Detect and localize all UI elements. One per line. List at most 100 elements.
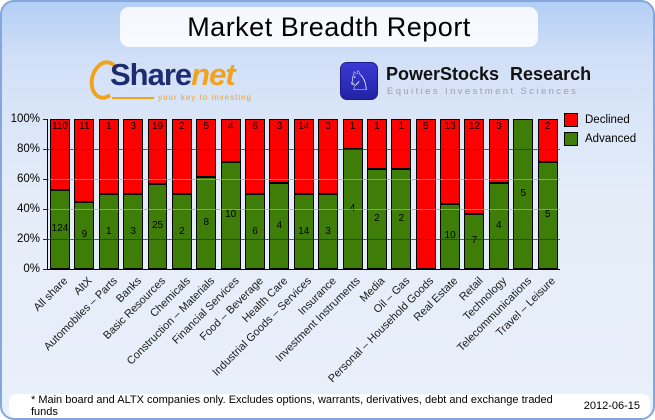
- y-axis-tick: [43, 269, 47, 270]
- bar-declined-segment: 1: [366, 119, 387, 169]
- bar-declined-segment: 3: [123, 119, 144, 194]
- y-axis-label: 20%: [16, 233, 40, 245]
- y-axis-tick: [43, 209, 47, 210]
- advanced-count: 10: [444, 230, 456, 242]
- declined-count: 2: [544, 121, 551, 132]
- advanced-count: 4: [349, 203, 356, 214]
- advanced-count: 2: [179, 225, 185, 237]
- declined-count: 3: [276, 121, 283, 132]
- bar-advanced-segment: 7: [464, 213, 485, 269]
- bar-advanced-segment: 4: [269, 183, 290, 269]
- bar-declined-segment: 3: [269, 119, 290, 184]
- declined-count: 5: [422, 121, 429, 132]
- bar-telecommunications: 5: [513, 119, 534, 269]
- sharenet-logo: Sharenet your key to investing: [85, 56, 270, 107]
- bar-advanced-segment: 10: [220, 161, 241, 269]
- footer-panel: * Main board and ALTX companies only. Ex…: [9, 394, 650, 418]
- bar-retail: 12 7: [464, 119, 485, 269]
- plot-area: 110 124 11 9 1 1 3 3 19 25 2 2 5 8 4 10 6 6 3 4 14 14 3 3 1 4 1 2 1 2…: [43, 119, 560, 270]
- declined-count: 3: [130, 121, 136, 132]
- page-title: Market Breadth Report: [187, 11, 471, 42]
- declined-count: 6: [252, 121, 258, 132]
- sharenet-logo-text-net: net: [191, 57, 235, 92]
- declined-count: 1: [349, 121, 356, 132]
- bar-advanced-segment: 4: [342, 149, 363, 269]
- bar-advanced-segment: 2: [366, 168, 387, 269]
- declined-count: 11: [79, 121, 90, 132]
- bar-basic-resources: 19 25: [147, 119, 168, 269]
- advanced-count: 124: [51, 223, 69, 235]
- legend-swatch: [564, 132, 578, 146]
- declined-count: 14: [298, 121, 310, 132]
- advanced-count: 1: [105, 225, 112, 237]
- bar-industrial-goods-services: 14 14: [293, 119, 314, 269]
- advanced-count: 14: [298, 225, 310, 237]
- bar-declined-segment: 13: [440, 119, 461, 204]
- advanced-count: 5: [520, 188, 526, 199]
- bar-real-estate: 13 10: [440, 119, 461, 269]
- declined-count: 13: [444, 121, 456, 132]
- bar-declined-segment: 5: [196, 119, 217, 177]
- powerstocks-name: PowerStocks Research: [386, 64, 592, 84]
- declined-count: 1: [105, 121, 112, 132]
- bar-advanced-segment: 4: [488, 183, 509, 269]
- legend-item-declined: Declined: [564, 113, 636, 127]
- bar-declined-segment: 4: [220, 119, 241, 162]
- declined-count: 2: [179, 121, 185, 132]
- bar-advanced-segment: 124: [50, 189, 70, 269]
- chart-legend: Declined Advanced: [564, 113, 636, 151]
- declined-count: 3: [496, 121, 502, 132]
- advanced-count: 7: [471, 235, 478, 247]
- advanced-count: 6: [252, 225, 258, 237]
- powerstocks-badge: ♘: [340, 62, 378, 100]
- advanced-count: 3: [130, 225, 136, 237]
- advanced-count: 3: [325, 225, 331, 237]
- y-axis-label: 60%: [16, 173, 40, 185]
- bar-declined-segment: 3: [318, 119, 339, 194]
- bar-declined-segment: 12: [464, 119, 485, 214]
- sharenet-logo-text-share: Share: [110, 57, 192, 92]
- y-axis-label: 80%: [16, 143, 40, 155]
- bar-advanced-segment: 5: [537, 161, 558, 269]
- advanced-count: 25: [151, 220, 164, 232]
- declined-count: 5: [203, 121, 210, 132]
- bar-advanced-segment: 5: [513, 119, 534, 269]
- legend-label: Advanced: [585, 133, 637, 145]
- bar-advanced-segment: 9: [74, 201, 95, 269]
- bar-declined-segment: 6: [245, 119, 266, 194]
- bar-financial-services: 4 10: [220, 119, 241, 269]
- title-panel: Market Breadth Report: [120, 7, 538, 47]
- bar-advanced-segment: 14: [293, 194, 314, 269]
- y-axis-label: 40%: [16, 203, 40, 215]
- advanced-count: 2: [374, 212, 380, 224]
- declined-count: 19: [151, 121, 164, 132]
- legend-item-advanced: Advanced: [564, 132, 636, 146]
- advanced-count: 4: [496, 220, 502, 232]
- advanced-count: 9: [81, 229, 88, 241]
- advanced-count: 2: [398, 212, 405, 224]
- declined-count: 4: [227, 121, 234, 132]
- bar-declined-segment: 110: [50, 119, 70, 190]
- advanced-count: 8: [203, 216, 210, 228]
- advanced-count: 10: [225, 209, 237, 221]
- bar-declined-segment: 1: [342, 119, 363, 149]
- bar-advanced-segment: 8: [196, 176, 217, 269]
- bar-advanced-segment: 10: [440, 203, 461, 269]
- legend-swatch: [564, 113, 578, 127]
- footer-note: * Main board and ALTX companies only. Ex…: [31, 394, 553, 418]
- bar-advanced-segment: 2: [171, 194, 192, 269]
- bar-advanced-segment: 25: [147, 183, 168, 269]
- bar-altx: 11 9: [74, 119, 95, 269]
- declined-count: 12: [468, 121, 481, 132]
- bar-declined-segment: 3: [488, 119, 509, 184]
